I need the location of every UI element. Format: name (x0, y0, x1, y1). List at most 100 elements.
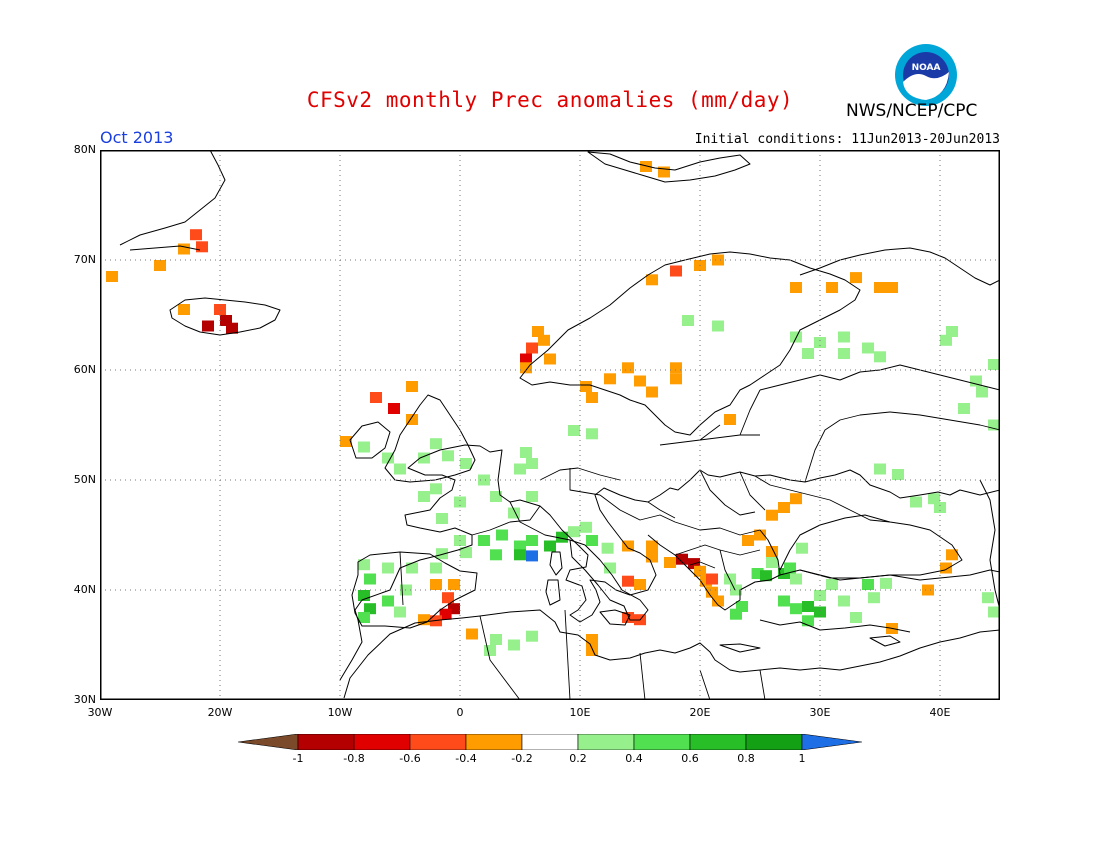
anomaly-cell (706, 573, 718, 585)
anomaly-cell (640, 161, 652, 172)
coastlines (119, 150, 1000, 700)
anomaly-cell (676, 553, 688, 565)
colorbar-segment (633, 734, 691, 750)
anomaly-cell (532, 326, 544, 337)
anomaly-cell (778, 502, 790, 513)
anomaly-cell (670, 265, 682, 277)
anomaly-cell (394, 606, 406, 618)
anomaly-cell (790, 282, 802, 293)
anomaly-cell (940, 562, 952, 574)
colorbar-label: -0.2 (511, 752, 533, 765)
lat-tick-label: 60N (73, 363, 96, 376)
anomaly-cell (766, 546, 778, 557)
anomaly-cell (664, 557, 676, 568)
colorbar-segment (353, 734, 411, 750)
lon-tick-label: 30E (809, 706, 831, 719)
anomaly-map (100, 150, 1000, 700)
anomaly-cell (418, 614, 430, 626)
anomaly-cell (556, 531, 568, 543)
anomaly-cell (490, 549, 502, 561)
anomaly-cell (454, 496, 466, 508)
anomaly-cell (190, 229, 202, 241)
anomaly-cell (886, 282, 898, 293)
anomaly-cell (220, 315, 232, 326)
coastline-iceland (169, 297, 281, 336)
lat-tick-label: 70N (73, 253, 96, 266)
anomaly-cell (196, 241, 208, 253)
anomaly-cell (496, 529, 508, 541)
anomaly-cell (850, 612, 862, 623)
anomaly-cell (202, 320, 214, 332)
anomaly-cell (838, 595, 850, 607)
lat-tick-label: 30N (73, 693, 96, 706)
noaa-logo-text: NOAA (912, 63, 941, 73)
anomaly-cell (766, 509, 778, 521)
colorbar-segment (297, 734, 355, 750)
anomaly-cell (910, 496, 922, 508)
anomaly-cell (646, 274, 658, 286)
colorbar-label: 1 (798, 752, 806, 765)
coastline-cyprus (869, 635, 901, 647)
anomaly-cell (418, 491, 430, 502)
coastline-scandinavia (519, 251, 861, 436)
lon-tick-label: 0 (456, 706, 464, 719)
anomaly-cell (982, 592, 994, 604)
colorbar-label: -0.6 (399, 752, 421, 765)
anomaly-cell (544, 353, 556, 365)
lon-tick-label: 40E (929, 706, 951, 719)
noaa-logo: NOAA (895, 44, 957, 106)
anomaly-cell (802, 348, 814, 359)
colorbar-label: 0.2 (569, 752, 587, 765)
anomaly-cell (520, 362, 532, 374)
anomaly-cell (484, 645, 496, 656)
anomaly-cell (106, 271, 118, 282)
anomaly-cell (706, 586, 718, 598)
anomaly-cell (862, 579, 874, 590)
anomaly-cell (988, 419, 1000, 431)
anomaly-cell (430, 562, 442, 574)
anomaly-cell (526, 630, 538, 642)
coastline-sicily (599, 609, 631, 626)
anomaly-cell (358, 559, 370, 571)
anomaly-cell (682, 315, 694, 326)
anomaly-cell (946, 549, 958, 561)
colorbar-label: -1 (292, 752, 304, 765)
anomaly-cell (430, 579, 442, 590)
anomaly-cell (874, 282, 886, 293)
anomaly-cell (814, 606, 826, 618)
anomaly-cell (214, 304, 226, 315)
anomaly-cell (988, 606, 1000, 618)
colorbar-high-triangle (801, 734, 862, 750)
anomaly-cell (802, 601, 814, 612)
anomaly-cell (790, 573, 802, 585)
anomaly-cell (658, 166, 670, 178)
anomaly-cell (460, 458, 472, 469)
anomaly-cell (364, 603, 376, 615)
anomaly-cell (922, 584, 934, 596)
anomaly-cell (418, 452, 430, 464)
anomaly-cell (436, 548, 448, 560)
colorbar-label: -0.4 (455, 752, 477, 765)
initial-conditions: Initial conditions: 11Jun2013-20Jun2013 (694, 132, 1000, 147)
anomaly-cell (622, 612, 634, 623)
anomaly-cell (520, 447, 532, 458)
forecast-month: Oct 2013 (100, 128, 174, 147)
anomaly-cell (544, 540, 556, 552)
colorbar-segment (745, 734, 803, 750)
anomaly-cell (601, 542, 614, 554)
coastline-iberia (351, 551, 478, 629)
anomaly-cell (490, 491, 502, 502)
anomaly-cell (448, 579, 460, 590)
anomaly-cell (988, 359, 1000, 370)
anomaly-cell (850, 272, 862, 284)
anomaly-cell (940, 334, 952, 346)
anomaly-cell (478, 535, 490, 546)
anomaly-cell (514, 463, 526, 475)
anomaly-cell (712, 595, 724, 607)
lat-tick-label: 50N (73, 473, 96, 486)
anomaly-cell (694, 565, 706, 577)
lon-tick-label: 10E (569, 706, 591, 719)
anomaly-cell (460, 547, 472, 559)
anomaly-cell (892, 469, 904, 480)
anomaly-cell (778, 595, 790, 607)
